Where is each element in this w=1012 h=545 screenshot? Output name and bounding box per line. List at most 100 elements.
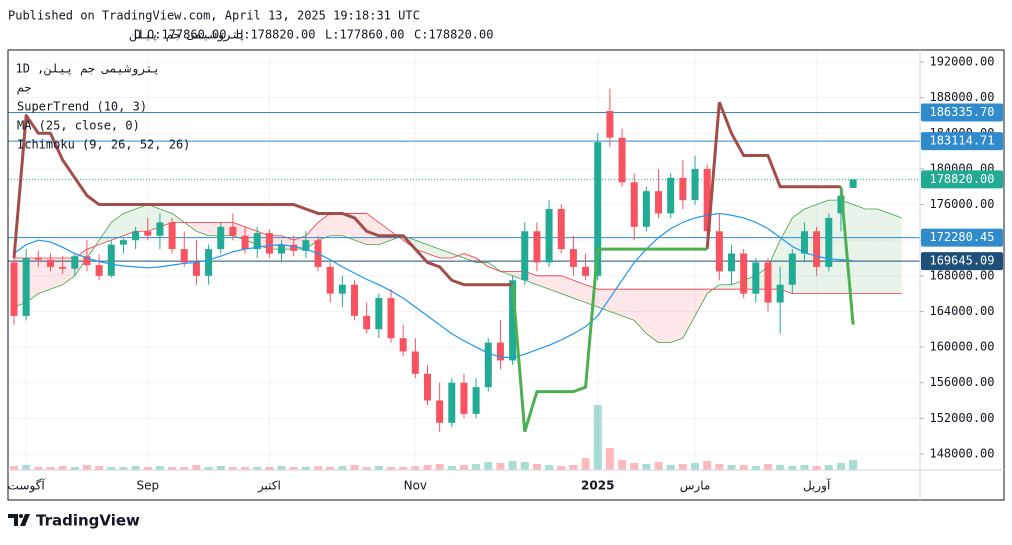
volume-bar [253,467,262,470]
cloud-segment [561,275,574,299]
volume-bar [180,467,189,470]
candle-body [642,191,650,227]
volume-bar [654,462,663,470]
volume-bar [204,467,213,470]
candle-body [180,249,188,263]
candle-body [59,266,67,269]
cloud-segment [670,289,683,343]
candle-body [728,253,736,272]
header-symbol: پتروشیمی جم پیلن [129,28,246,43]
volume-bar [95,466,104,470]
candle-body [582,266,590,276]
header-close: C:178820.00 [414,28,493,42]
candle-body [34,257,42,260]
candle-body [83,256,91,266]
x-tick-label: آگوست [8,478,46,494]
cloud-segment [646,289,659,343]
volume-bar [630,463,639,470]
candle-body [496,342,504,361]
candle-body [302,240,310,251]
volume-bar [82,465,91,470]
candle-body [484,342,492,388]
candle-body [411,351,419,374]
candle-body [10,262,18,316]
candle-body [521,231,529,281]
candle-body [423,373,431,401]
volume-bar [435,464,444,470]
candle-body [655,191,663,214]
candle-body [849,179,857,188]
y-tick-label: 152000.00 [929,411,994,425]
logo-dot [19,514,23,518]
level-label-box [921,103,1003,122]
volume-bar [70,467,79,470]
candle-body [229,226,237,236]
volume-bar [472,464,481,470]
logo-icon [8,514,30,526]
volume-bar [265,467,274,470]
cloud-segment [123,209,136,236]
level-label: 183114.71 [929,134,994,148]
volume-bar [800,465,809,470]
cloud-segment [549,275,562,294]
cloud-segment [342,213,355,241]
volume-bar [399,467,408,470]
cloud-segment [695,289,708,316]
volume-bar [34,467,43,470]
volume-bar [666,465,675,470]
published-note: Published on TradingView.com, April 13, … [8,9,420,23]
indicator-line [523,247,708,433]
volume-bar [350,465,359,470]
candle-body [168,222,176,250]
volume-bar [216,466,225,470]
level-label-box [921,132,1003,151]
volume-bar [545,465,554,470]
volume-bar [326,467,335,470]
candle-body [472,387,480,414]
candle-body [837,195,845,214]
candle-body [265,233,273,254]
x-tick-label: Nov [404,479,427,493]
volume-bar [751,466,760,470]
candle-body [606,111,614,138]
brand-name: TradingView [36,512,140,530]
volume-bar [423,465,432,470]
level-label-box [921,170,1003,189]
volume-bar [386,467,395,470]
cloud-segment [111,213,124,241]
candle-body [788,253,796,285]
y-tick-label: 160000.00 [929,340,994,354]
cloud-segment [719,284,732,290]
candle-body [107,244,115,276]
candle-body [448,382,456,423]
volume-bar [241,467,250,470]
indicator-line [13,212,854,359]
volume-bar [46,467,55,470]
brand-logo: TradingView [8,512,140,530]
x-tick-label: آوریل [803,478,831,494]
volume-bar [824,465,833,470]
volume-bar [496,463,505,470]
legend-exchange: جم [17,81,31,95]
candle-body [387,298,395,339]
header-interval: D [134,28,141,42]
cloud-segment [378,222,391,245]
candle-body [338,284,346,294]
volume-bar [119,467,128,470]
cloud-segment [573,280,586,303]
candle-body [715,231,723,272]
candle-body [813,231,821,267]
y-tick-label: 168000.00 [929,268,994,282]
cloud-segment [804,204,817,294]
cloud-segment [877,209,890,294]
candle-body [460,382,468,414]
candle-body [253,233,261,250]
volume-bar [691,463,700,470]
legend-symbol: پتروشیمی جم پیلن, 1D [16,62,161,77]
volume-bar [605,448,614,470]
candle-body [594,142,602,276]
candle-body [764,262,772,303]
candle-body [241,235,249,250]
